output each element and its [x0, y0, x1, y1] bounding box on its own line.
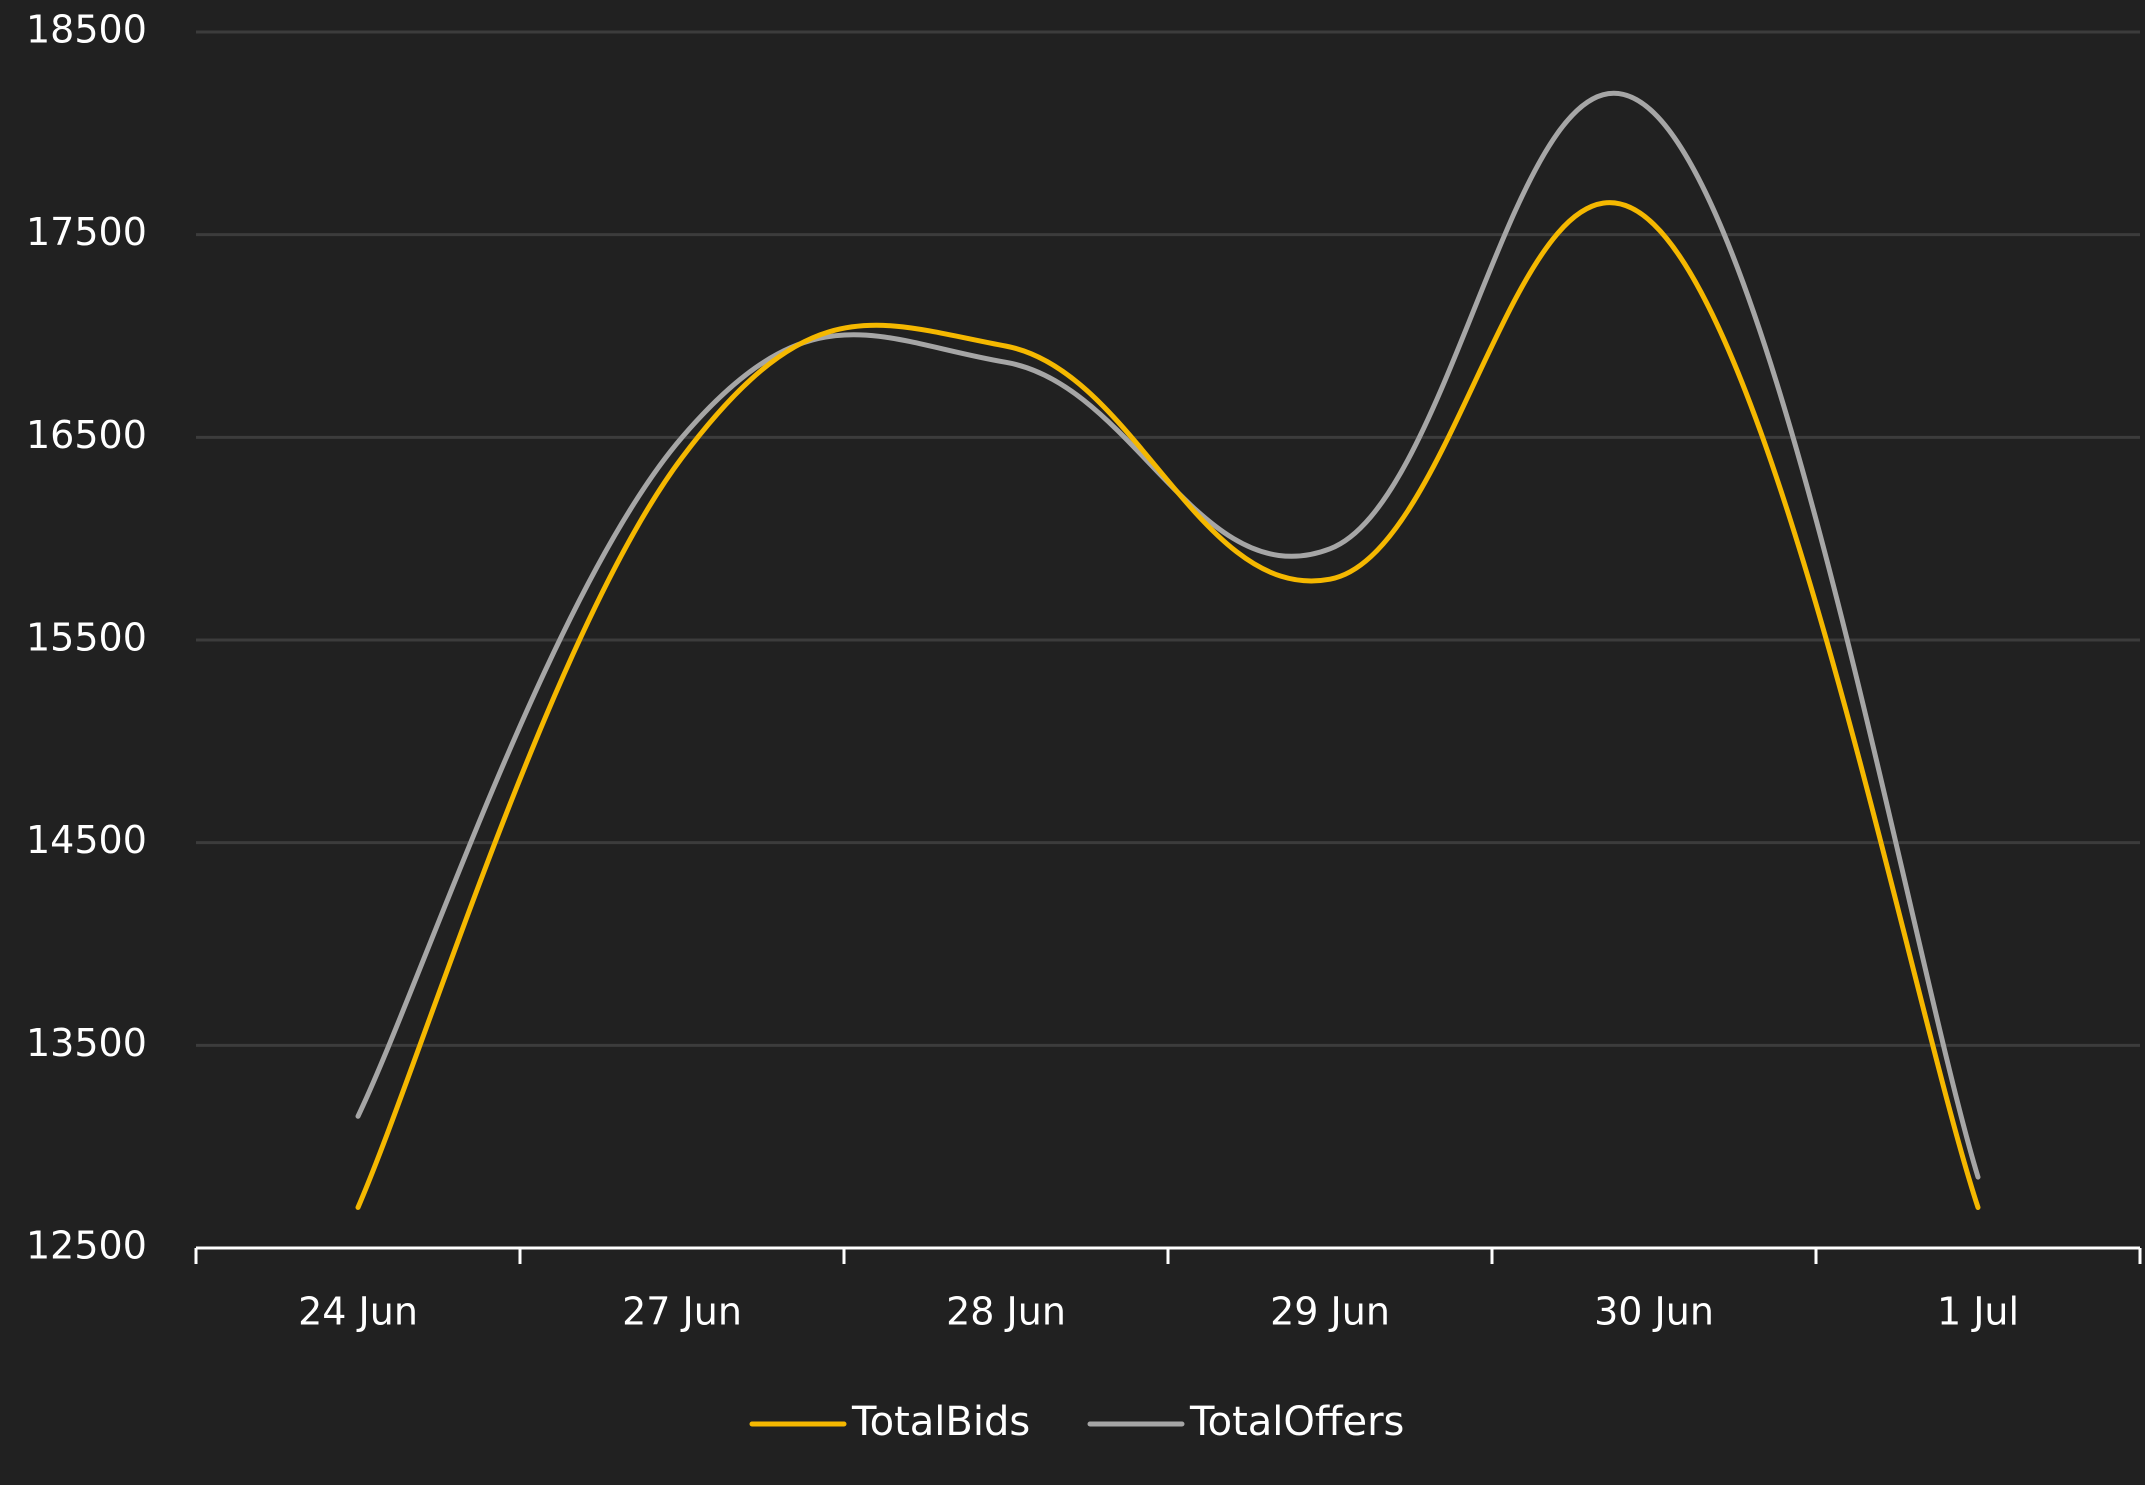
y-tick-label: 14500 — [26, 818, 147, 862]
legend-label: TotalBids — [851, 1399, 1030, 1445]
y-tick-label: 13500 — [26, 1021, 147, 1065]
x-tick-label: 27 Jun — [622, 1290, 742, 1334]
legend-label: TotalOffers — [1189, 1399, 1404, 1445]
x-tick-label: 29 Jun — [1270, 1290, 1390, 1334]
y-tick-label: 17500 — [26, 210, 147, 254]
y-tick-label: 15500 — [26, 616, 147, 660]
x-tick-label: 28 Jun — [946, 1290, 1066, 1334]
gridlines — [196, 30, 2140, 1047]
y-tick-label: 18500 — [26, 8, 147, 52]
y-tick-label: 16500 — [26, 413, 147, 457]
legend: TotalBids TotalOffers — [749, 1399, 1404, 1445]
x-axis: 24 Jun 27 Jun 28 Jun 29 Jun 30 Jun 1 Jul — [194, 1246, 2142, 1334]
series-lines — [355, 90, 1981, 1210]
x-tick-label: 30 Jun — [1594, 1290, 1714, 1334]
series-line-totalbids — [355, 200, 1981, 1210]
y-tick-label: 12500 — [26, 1224, 147, 1268]
series-line-totaloffers — [355, 90, 1981, 1180]
y-axis: 12500 13500 14500 15500 16500 17500 18500 — [26, 8, 147, 1268]
x-tick-label: 24 Jun — [298, 1290, 418, 1334]
x-tick-label: 1 Jul — [1937, 1290, 2019, 1334]
